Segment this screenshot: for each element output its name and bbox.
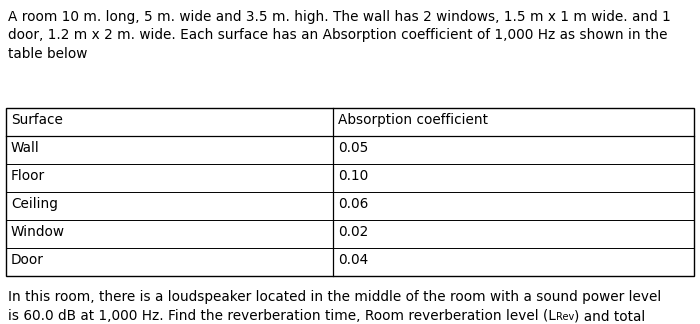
Text: In this room, there is a loudspeaker located in the middle of the room with a so: In this room, there is a loudspeaker loc… bbox=[8, 290, 662, 304]
Text: 0.10: 0.10 bbox=[339, 169, 369, 183]
Text: 0.05: 0.05 bbox=[339, 141, 369, 155]
Text: 0.04: 0.04 bbox=[339, 253, 369, 267]
Text: Ceiling: Ceiling bbox=[11, 197, 58, 211]
Text: Floor: Floor bbox=[11, 169, 45, 183]
Text: 0.02: 0.02 bbox=[339, 225, 369, 239]
Text: is 60.0 dB at 1,000 Hz. Find the reverberation time, Room reverberation level (L: is 60.0 dB at 1,000 Hz. Find the reverbe… bbox=[8, 309, 556, 323]
Text: A room 10 m. long, 5 m. wide and 3.5 m. high. The wall has 2 windows, 1.5 m x 1 : A room 10 m. long, 5 m. wide and 3.5 m. … bbox=[8, 10, 671, 24]
Text: Absorption coefficient: Absorption coefficient bbox=[339, 113, 489, 127]
Text: Wall: Wall bbox=[11, 141, 40, 155]
Text: ) and total: ) and total bbox=[574, 309, 645, 323]
Text: Window: Window bbox=[11, 225, 65, 239]
Bar bbox=[6, 108, 694, 276]
Text: Surface: Surface bbox=[11, 113, 63, 127]
Text: Rev: Rev bbox=[556, 313, 574, 322]
Text: 0.06: 0.06 bbox=[339, 197, 369, 211]
Text: door, 1.2 m x 2 m. wide. Each surface has an Absorption coefficient of 1,000 Hz : door, 1.2 m x 2 m. wide. Each surface ha… bbox=[8, 29, 668, 42]
Text: table below: table below bbox=[8, 47, 88, 61]
Text: Door: Door bbox=[11, 253, 44, 267]
